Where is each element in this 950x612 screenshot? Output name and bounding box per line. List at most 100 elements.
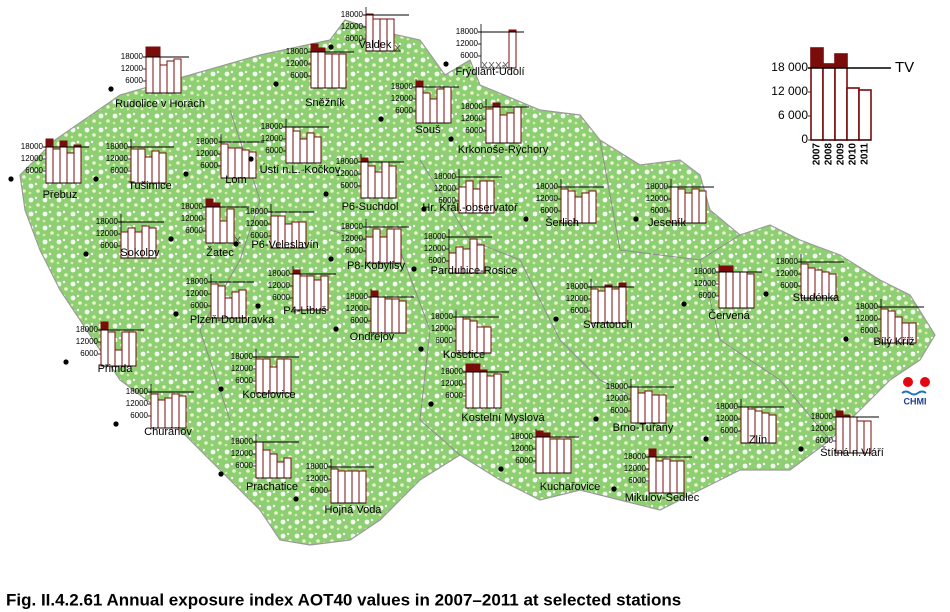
bar: [351, 470, 360, 504]
y-tick-label: 12000: [231, 449, 254, 458]
bar: [739, 271, 748, 309]
bar: [157, 399, 166, 429]
station-chart: 6000 12000 18000 Tušimice: [93, 139, 174, 192]
station-dot: [293, 496, 299, 502]
station-name: Kocelovice: [242, 389, 295, 401]
bar: [262, 358, 271, 394]
y-tick-label: 6000: [190, 301, 208, 310]
bar-exceedance: [100, 321, 109, 331]
station-chart: 6000 12000 18000 Hr. Král.-observatoř: [421, 169, 518, 214]
bar: [455, 316, 464, 354]
bar: [219, 220, 228, 244]
bar: [422, 92, 431, 124]
bar-exceedance: [145, 46, 154, 58]
station-dot: [418, 346, 424, 352]
bar: [52, 148, 61, 184]
y-tick-label: 18000: [341, 10, 364, 19]
station-chart: 6000 12000 18000 Valdek: [328, 7, 409, 52]
station-name: Mikulov-Sedlec: [625, 492, 700, 504]
y-tick-label: 18000: [424, 232, 447, 241]
bar: [740, 406, 749, 444]
station-chart: 6000 12000 18000 Kuchařovice: [498, 429, 600, 493]
bar: [486, 375, 495, 409]
station-dot: [798, 446, 804, 452]
bar: [283, 457, 292, 479]
station-chart: 6000 12000 18000 Šerlich: [523, 179, 604, 229]
y-tick-label: 6000: [235, 461, 253, 470]
bar: [662, 458, 671, 494]
bar: [128, 331, 137, 367]
y-tick-label: 6000: [445, 391, 463, 400]
y-tick-label: 6000: [125, 76, 143, 85]
station-dot: [421, 206, 427, 212]
station-chart: 6000 12000 18000 Přebuz: [8, 138, 89, 201]
station-name: Studénka: [793, 292, 840, 304]
y-tick-label: 6000: [628, 476, 646, 485]
station-chart: 6000 12000 18000 Pardubice-Rosice: [411, 229, 517, 277]
bar: [493, 373, 502, 409]
station-dot: [633, 216, 639, 222]
y-tick-label: 12000: [341, 22, 364, 31]
bar: [150, 393, 159, 429]
bar: [556, 438, 565, 474]
station-chart: 6000 12000 18000 Jeseník: [633, 179, 714, 229]
bar: [212, 202, 221, 244]
station-dot: [218, 386, 224, 392]
station-dot: [108, 86, 114, 92]
y-tick-label: 12000: [441, 379, 464, 388]
station-dot: [553, 316, 559, 322]
station-chart: 6000 12000 18000 Lom: [183, 134, 264, 186]
y-tick-label: 6000: [235, 376, 253, 385]
missing-marker: [502, 61, 509, 69]
station-name: Svratouch: [583, 319, 633, 331]
y-tick-label: 12000: [246, 219, 269, 228]
y-tick-label: 18000: [76, 325, 99, 334]
missing-marker: [394, 44, 401, 52]
bar-exceedance: [535, 430, 544, 438]
bar: [644, 390, 653, 424]
station-dot: [93, 176, 99, 182]
bar: [768, 414, 777, 444]
station-dot: [83, 251, 89, 257]
chmi-logo: CHMI: [901, 377, 930, 406]
threshold-label: TV: [895, 59, 914, 76]
bar: [429, 98, 438, 124]
y-tick-label: 6000: [570, 306, 588, 315]
station-chart: 6000 12000 18000 Kostelní Myslová: [428, 363, 545, 424]
bar: [637, 392, 646, 424]
bar: [391, 298, 400, 334]
y-tick-label: 12000: [341, 234, 364, 243]
y-tick-label: 6000: [80, 349, 98, 358]
y-tick-label: 6000: [540, 206, 558, 215]
bar: [618, 282, 627, 324]
bar: [499, 114, 508, 144]
station-dot: [843, 336, 849, 342]
y-tick-label: 6000: [345, 34, 363, 43]
y-tick-label: 6000: [100, 241, 118, 250]
bar: [822, 63, 836, 141]
bar: [372, 228, 381, 264]
station-name: Jeseník: [648, 217, 686, 229]
y-tick-label: 18000: [268, 269, 291, 278]
y-tick-label: 12000: [21, 154, 44, 163]
y-tick-label: 6000: [185, 226, 203, 235]
bar: [698, 190, 707, 224]
station-dot: [273, 81, 279, 87]
bar-exceedance: [834, 53, 848, 69]
bar: [151, 150, 160, 184]
y-tick-label: 12000: [286, 59, 309, 68]
bar: [276, 461, 285, 479]
station-dot: [248, 156, 254, 162]
station-chart: 6000 12000 18000 Souš: [378, 79, 459, 136]
x-tick-label: 2008: [824, 143, 835, 166]
y-tick-label: 18000: [261, 122, 284, 131]
bar: [292, 130, 301, 164]
station-name: Košetice: [443, 349, 485, 361]
station-chart: 6000 12000 18000 Sokolov: [83, 214, 164, 259]
bar: [317, 47, 326, 89]
bar: [691, 188, 700, 224]
station-dot: [523, 216, 529, 222]
y-tick-label: 6000: [110, 166, 128, 175]
station-name: P8-Kobylisy: [347, 260, 406, 272]
y-tick-label: 18000: [286, 47, 309, 56]
